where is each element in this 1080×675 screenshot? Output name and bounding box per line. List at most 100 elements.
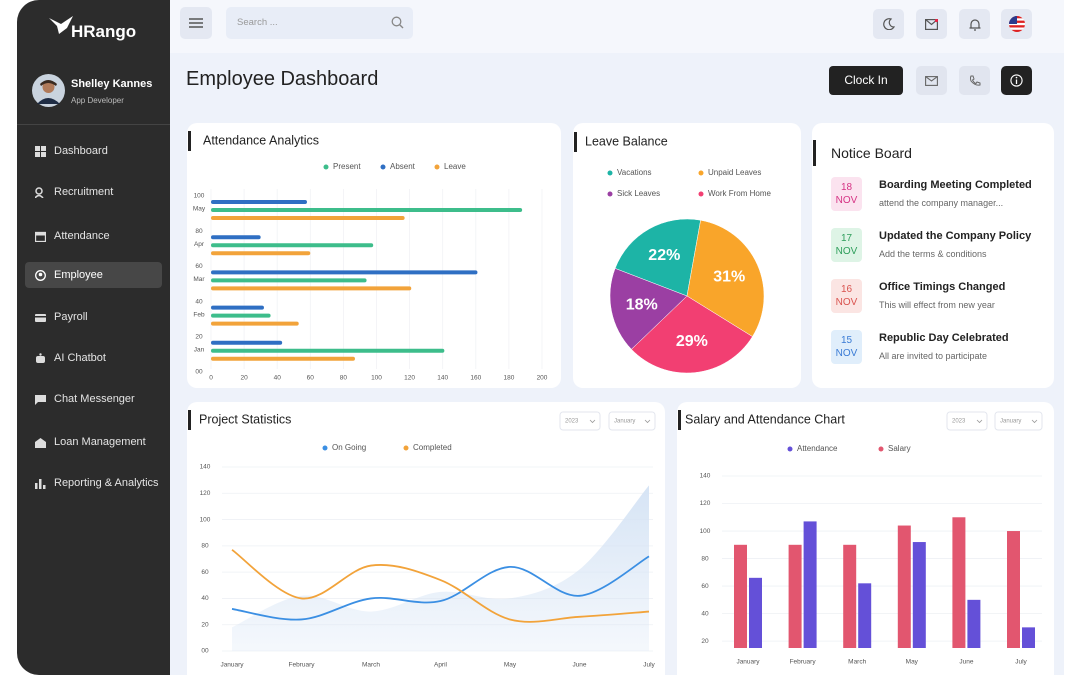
- nav-label[interactable]: Attendance: [54, 230, 110, 242]
- bar: [211, 243, 374, 248]
- legend-label: Work From Home: [708, 189, 772, 198]
- x-tick-label: 120: [404, 375, 415, 382]
- filter-dropdown[interactable]: [608, 411, 656, 431]
- y-label: 00: [195, 369, 203, 376]
- nav-item[interactable]: Chat Messenger: [25, 386, 162, 412]
- slice-label: 22%: [648, 247, 680, 264]
- search-box[interactable]: Search ...: [226, 7, 413, 39]
- x-tick-label: April: [434, 662, 448, 669]
- nav-label[interactable]: Dashboard: [54, 145, 108, 157]
- nav-item[interactable]: Dashboard: [25, 138, 162, 164]
- day: 18: [840, 182, 853, 193]
- x-tick-label: 40: [274, 375, 282, 382]
- x-tick-label: 20: [240, 375, 248, 382]
- filter-label: January: [1000, 419, 1021, 425]
- nav-item[interactable]: Recruitment: [25, 179, 162, 205]
- bar: [211, 216, 405, 220]
- notifications-button[interactable]: [959, 9, 990, 39]
- mail-button[interactable]: [916, 66, 947, 95]
- legend-marker: [878, 446, 884, 452]
- y-label: 100: [194, 193, 205, 200]
- menu-button[interactable]: [180, 7, 212, 39]
- info-button[interactable]: [1001, 66, 1032, 95]
- legend-marker: [322, 445, 328, 451]
- y-tick-label: 100: [700, 528, 711, 535]
- notice-item[interactable]: 15 NOV Republic Day Celebrated All are invi…: [831, 330, 1041, 364]
- bar: [1022, 627, 1035, 648]
- nav-item[interactable]: AI Chatbot: [25, 345, 162, 371]
- bar: [211, 313, 271, 318]
- bar: [912, 542, 926, 648]
- divider: [17, 124, 170, 125]
- theme-button[interactable]: [873, 9, 904, 39]
- title-accent: [188, 410, 191, 430]
- x-tick-label: July: [643, 662, 655, 669]
- bar: [211, 305, 264, 310]
- month: NOV: [835, 246, 858, 257]
- day: 16: [840, 284, 853, 295]
- x-tick-label: 0: [209, 375, 213, 382]
- notice-heading: Updated the Company Policy: [879, 230, 1032, 242]
- day: 15: [840, 335, 853, 346]
- category-label: May: [193, 206, 206, 213]
- messages-button[interactable]: [916, 9, 947, 39]
- legend-label: Sick Leaves: [617, 189, 660, 198]
- bar: [843, 544, 857, 648]
- x-tick-label: May: [906, 659, 919, 666]
- x-tick-label: 140: [437, 375, 448, 382]
- page-title: Employee Dashboard: [186, 68, 379, 90]
- nav-item[interactable]: Payroll: [25, 304, 162, 330]
- call-button[interactable]: [959, 66, 990, 95]
- x-tick-label: 200: [537, 375, 548, 382]
- chart-title: Project Statistics: [199, 412, 291, 426]
- notice-item[interactable]: 16 NOV Office Timings Changed This will eff…: [831, 279, 1041, 313]
- y-tick-label: 80: [701, 555, 709, 562]
- bar: [211, 208, 523, 212]
- month: NOV: [835, 348, 858, 359]
- nav-item[interactable]: Employee: [25, 262, 162, 288]
- notice-title: Notice Board: [831, 145, 912, 161]
- x-tick-label: 60: [307, 375, 315, 382]
- slice-label: 18%: [626, 296, 658, 313]
- line: [231, 549, 650, 623]
- leave-chart: Leave Balance Vacations Unpaid Leaves Sick …: [574, 132, 772, 374]
- nav-label[interactable]: Reporting & Analytics: [54, 477, 159, 489]
- category-label: Feb: [193, 311, 205, 318]
- notice-item[interactable]: 17 NOV Updated the Company Policy Add the t…: [831, 228, 1041, 262]
- pie-slice: [614, 218, 701, 297]
- leave-card: Leave Balance Vacations Unpaid Leaves Sick …: [573, 123, 801, 388]
- x-tick-label: 160: [470, 375, 481, 382]
- y-tick-label: 140: [700, 473, 711, 480]
- nav-label[interactable]: Recruitment: [54, 186, 114, 198]
- nav-item[interactable]: Attendance: [25, 223, 162, 249]
- filter-dropdown[interactable]: [946, 411, 988, 431]
- pie-slice: [631, 295, 753, 374]
- nav-label[interactable]: Payroll: [54, 311, 88, 323]
- bar: [211, 235, 261, 240]
- nav-label[interactable]: Loan Management: [54, 436, 146, 448]
- y-label: 60: [195, 263, 203, 270]
- legend-marker: [787, 446, 793, 452]
- day: 17: [840, 233, 853, 244]
- bar: [734, 544, 747, 648]
- nav-item[interactable]: Reporting & Analytics: [25, 470, 162, 496]
- filter-dropdown[interactable]: [994, 411, 1043, 431]
- nav-item[interactable]: Loan Management: [25, 429, 162, 455]
- legend-label: Absent: [390, 162, 416, 171]
- notice-text: This will effect from new year: [879, 300, 995, 310]
- nav-label[interactable]: Chat Messenger: [54, 393, 135, 405]
- legend-marker: [607, 170, 613, 176]
- chart-title: Leave Balance: [585, 134, 668, 148]
- clock-in-button[interactable]: Clock In: [829, 66, 903, 95]
- pie-slice: [609, 268, 688, 350]
- notice-item[interactable]: 18 NOV Boarding Meeting Completed attend th…: [831, 177, 1041, 211]
- filter-dropdown[interactable]: [559, 411, 601, 431]
- bar: [967, 599, 981, 648]
- nav-label[interactable]: AI Chatbot: [54, 352, 106, 364]
- chevron: [589, 419, 596, 424]
- legend-marker: [323, 164, 329, 170]
- language-button[interactable]: [1001, 9, 1032, 39]
- legend-label: Salary: [888, 444, 911, 453]
- x-tick-label: July: [1015, 659, 1027, 666]
- nav-label[interactable]: Employee: [54, 269, 103, 281]
